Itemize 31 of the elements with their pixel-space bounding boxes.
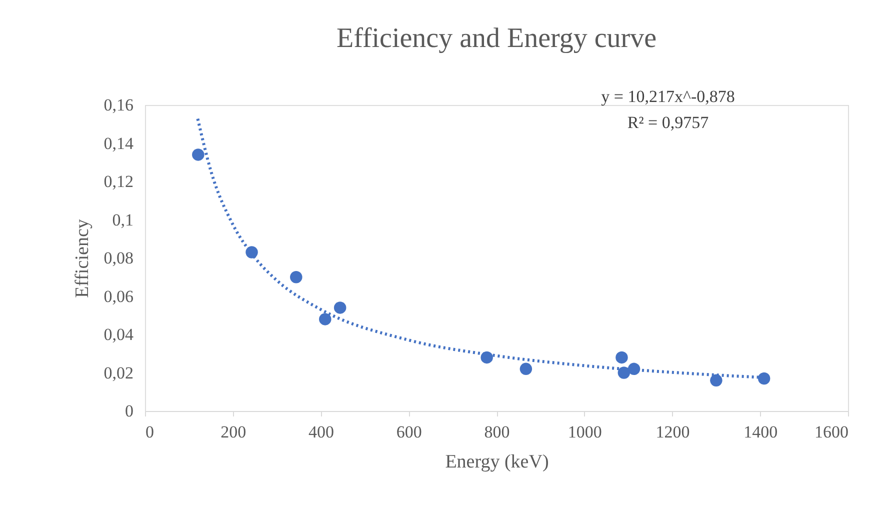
x-tick-label: 1000 xyxy=(568,422,602,442)
x-tick-label: 1600 xyxy=(814,422,848,442)
y-tick-label: 0,04 xyxy=(104,325,134,344)
x-tick-label: 1400 xyxy=(744,422,778,442)
x-tick-label: 0 xyxy=(146,422,154,442)
y-tick-label: 0,14 xyxy=(104,134,134,153)
point xyxy=(758,372,770,385)
y-tick-label: 0,12 xyxy=(104,172,134,191)
x-tick-label: 800 xyxy=(484,422,510,442)
point xyxy=(616,351,628,364)
y-axis-title: Efficiency xyxy=(72,218,93,298)
point xyxy=(334,302,346,314)
point xyxy=(520,362,532,376)
y-tick-label: 0 xyxy=(125,402,134,420)
y-tick-label: 0,08 xyxy=(104,248,134,268)
x-tick-label: 600 xyxy=(396,422,422,442)
x-axis-title: Energy (keV) xyxy=(445,452,549,472)
y-tick-label: 0,06 xyxy=(104,286,134,306)
point xyxy=(319,313,332,326)
point xyxy=(192,148,204,161)
chart-title: Efficiency and Energy curve xyxy=(336,23,657,54)
x-tick-label: 400 xyxy=(308,422,334,442)
y-tick-label: 0,1 xyxy=(112,210,134,230)
y-tick-label: 0,16 xyxy=(104,96,134,114)
point xyxy=(710,374,722,387)
x-tick-label: 1200 xyxy=(656,422,690,442)
x-tick-label: 200 xyxy=(220,422,246,442)
point xyxy=(290,271,302,284)
annotation: y = 10,217x^-0,878 xyxy=(601,87,735,106)
y-tick-label: 0,02 xyxy=(104,363,134,382)
annotation: R² = 0,9757 xyxy=(627,113,710,132)
